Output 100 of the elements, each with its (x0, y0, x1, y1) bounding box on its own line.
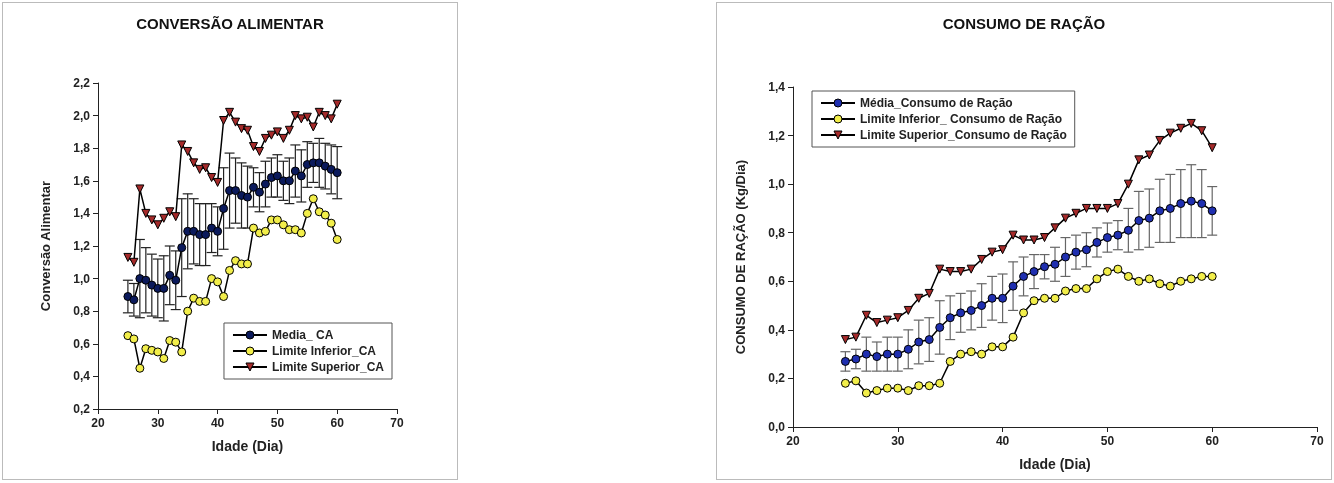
point (171, 337, 181, 347)
point (903, 386, 913, 396)
x-tick-label: 30 (891, 434, 905, 448)
point (1144, 150, 1154, 160)
y-tick-label: 0,8 (73, 304, 91, 319)
point (987, 342, 997, 352)
point (320, 161, 330, 171)
point (977, 349, 987, 359)
point (1134, 276, 1144, 286)
y-tick-label: 1,0 (73, 271, 91, 286)
point (254, 187, 264, 197)
point (243, 192, 252, 202)
point (171, 212, 181, 222)
point (248, 182, 258, 192)
point (1113, 264, 1123, 274)
point (159, 353, 169, 363)
point (924, 381, 934, 391)
point (893, 313, 903, 323)
point (977, 254, 987, 264)
legend-label: Media_ CA (271, 328, 334, 342)
y-tick-label: 0,4 (73, 369, 91, 384)
point (290, 166, 300, 176)
point (225, 265, 235, 275)
point (935, 322, 945, 332)
point (1155, 206, 1165, 216)
point (924, 288, 934, 298)
y-tick-label: 2,0 (73, 108, 91, 123)
point (1165, 281, 1175, 291)
point (1019, 235, 1029, 245)
point (213, 277, 223, 287)
point (1123, 225, 1133, 235)
point (1050, 293, 1060, 303)
point (1207, 206, 1217, 216)
x-tick-label: 50 (270, 416, 285, 430)
point (1029, 267, 1039, 277)
point (248, 223, 258, 233)
point (1019, 271, 1029, 281)
point (231, 117, 241, 127)
point (1092, 237, 1102, 247)
point (987, 247, 997, 257)
point (1102, 233, 1112, 243)
x-axis-title: Idade (Dia) (1019, 456, 1091, 472)
y-tick-label: 0,2 (768, 371, 786, 386)
point (956, 308, 966, 318)
point (219, 115, 229, 125)
point (243, 259, 252, 269)
point (840, 356, 850, 366)
point (1050, 259, 1060, 269)
point (1134, 155, 1144, 165)
point (129, 257, 139, 267)
point (153, 220, 163, 230)
y-tick-label: 1,4 (768, 80, 786, 94)
legend-label: Limite Inferior_CA (271, 344, 377, 358)
point (1197, 271, 1207, 281)
point (861, 349, 871, 359)
point (872, 318, 882, 328)
point (1197, 126, 1207, 136)
x-tick-label: 20 (91, 416, 105, 430)
point (183, 306, 193, 316)
point (1071, 247, 1081, 257)
point (872, 386, 882, 396)
point (966, 264, 976, 274)
point (935, 378, 945, 388)
point (189, 158, 199, 168)
point (1165, 128, 1175, 138)
point (177, 347, 187, 357)
point (956, 267, 966, 277)
y-tick-label: 1,8 (73, 141, 91, 156)
point (1134, 216, 1144, 226)
point (260, 226, 270, 236)
point (1040, 233, 1050, 243)
y-tick-label: 0,2 (73, 402, 91, 416)
y-tick-label: 1,4 (73, 206, 91, 221)
y-tick-label: 0,4 (768, 322, 786, 337)
point (296, 114, 306, 124)
point (1092, 274, 1102, 284)
point (1176, 199, 1186, 209)
point (129, 334, 139, 344)
point (1102, 203, 1112, 213)
point (998, 342, 1008, 352)
point (1008, 230, 1018, 240)
point (914, 293, 924, 303)
x-tick-label: 40 (210, 416, 225, 430)
point (1071, 208, 1081, 218)
point (326, 114, 336, 124)
point (272, 215, 282, 225)
y-tick-label: 0,8 (768, 225, 786, 240)
point (914, 337, 924, 347)
point (1040, 262, 1050, 272)
point (1050, 223, 1060, 233)
x-tick-label: 60 (330, 416, 345, 430)
point (153, 347, 163, 357)
point (129, 295, 139, 305)
point (1081, 203, 1091, 213)
point (308, 122, 318, 132)
point (861, 310, 871, 320)
point (302, 208, 312, 218)
point (1186, 118, 1196, 128)
point (882, 349, 892, 359)
point (332, 99, 342, 109)
